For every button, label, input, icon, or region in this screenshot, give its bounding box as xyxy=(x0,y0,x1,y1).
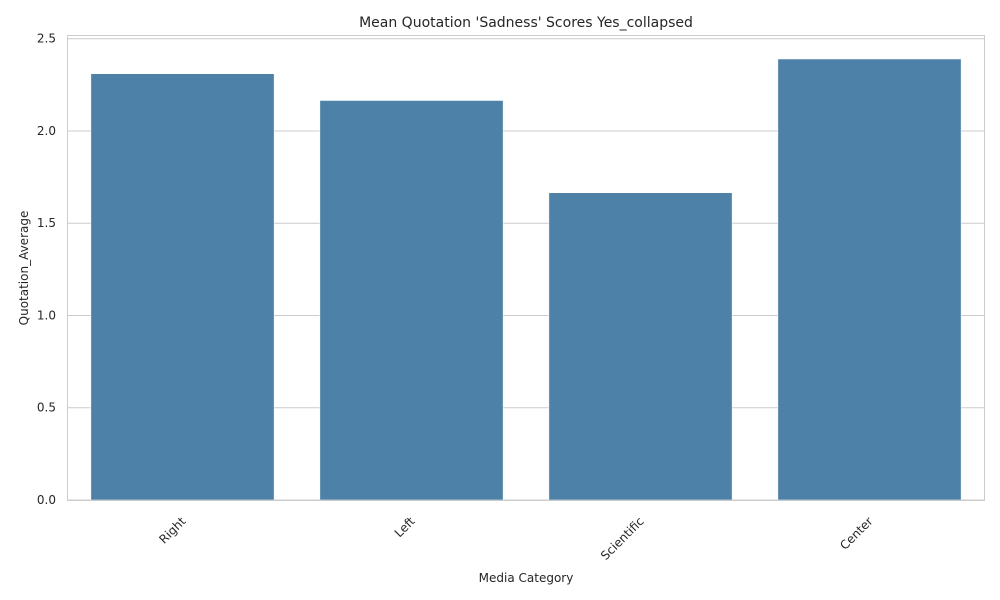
y-tick-label: 2.5 xyxy=(37,32,56,46)
x-tick-label: Center xyxy=(837,514,876,553)
y-tick-label: 0.0 xyxy=(37,493,56,507)
y-axis-label: Quotation_Average xyxy=(17,211,31,326)
plot-frame xyxy=(67,35,985,501)
x-axis-label: Media Category xyxy=(479,571,574,585)
x-tick-label: Scientific xyxy=(598,514,647,563)
x-tick-labels: Right Left Scientific Center xyxy=(156,514,875,563)
bar-center xyxy=(777,58,962,501)
bar-scientific xyxy=(548,192,733,501)
y-tick-label: 1.0 xyxy=(37,308,56,322)
bar-left xyxy=(319,100,504,501)
y-tick-labels: 0.0 0.5 1.0 1.5 2.0 2.5 xyxy=(37,32,56,507)
chart-title: Mean Quotation 'Sadness' Scores Yes_coll… xyxy=(359,15,693,31)
x-tick-label: Left xyxy=(392,514,418,540)
bars xyxy=(90,58,962,501)
y-tick-label: 0.5 xyxy=(37,401,56,415)
x-tick-label: Right xyxy=(156,514,188,546)
bar-right xyxy=(90,73,275,501)
y-tick-label: 1.5 xyxy=(37,216,56,230)
y-tick-label: 2.0 xyxy=(37,124,56,138)
